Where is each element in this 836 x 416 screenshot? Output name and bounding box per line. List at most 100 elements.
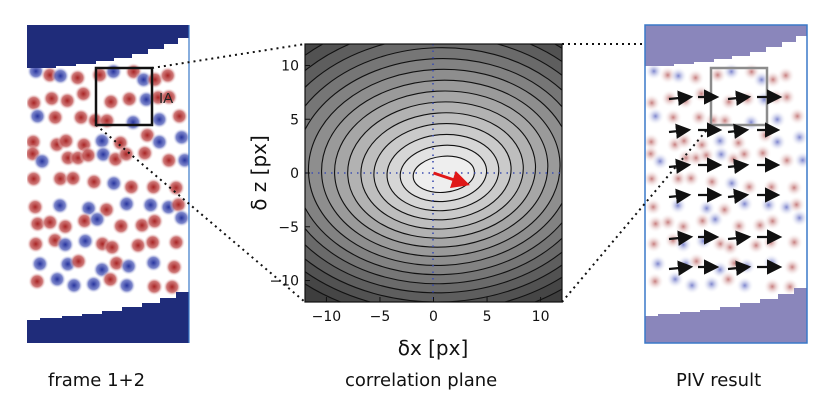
correlation-contours [305, 44, 562, 302]
velocity-vector [727, 90, 752, 106]
velocity-vector [727, 158, 750, 174]
velocity-vector [668, 123, 692, 139]
particle-blue [706, 210, 725, 229]
particle-red [27, 235, 45, 253]
particle-red [27, 198, 45, 216]
particle-blue [762, 253, 781, 272]
particle-red [719, 270, 738, 289]
particle-blue [666, 270, 685, 289]
particle-blue [141, 196, 160, 214]
x-axis-label: δx [px] [398, 336, 469, 360]
particle-red [103, 238, 122, 257]
x-tick-label: 0 [429, 309, 438, 325]
particle-red [785, 233, 804, 252]
interrogation-area-box [94, 66, 154, 127]
particle-blue [30, 254, 49, 273]
particle-red [51, 169, 70, 188]
frame-bottom-band [27, 292, 189, 343]
frame-caption: frame 1+2 [48, 370, 146, 391]
particle-red [645, 198, 663, 216]
particle-red [170, 107, 189, 126]
particle-blue [768, 133, 787, 151]
correlation-plane-plot: −10 −5 0 5 10 −10 −5 0 5 10 δx [px] δ z [px] [247, 43, 563, 360]
frame-panel: IA [27, 25, 190, 343]
particle-blue [648, 254, 667, 273]
particle-red [692, 84, 711, 103]
particle-red [763, 212, 782, 231]
velocity-vector [727, 230, 752, 246]
x-tick-label: −5 [370, 309, 391, 325]
particle-red [682, 169, 700, 188]
particle-red [676, 91, 695, 110]
particle-red [159, 151, 178, 170]
particle-blue [175, 151, 189, 170]
particle-red [165, 258, 184, 277]
particle-red [144, 178, 163, 197]
x-tick-label: −10 [312, 309, 342, 325]
velocity-vector [727, 260, 752, 276]
particle-blue [93, 131, 111, 150]
particle-red [58, 91, 77, 110]
particle-red [79, 146, 98, 165]
particle-red [762, 178, 781, 197]
velocity-vectors [668, 89, 783, 276]
particle-blue [790, 208, 807, 227]
particle-red [101, 92, 120, 111]
particle-red [72, 108, 90, 127]
particle-red [56, 217, 75, 236]
particle-red [143, 233, 162, 252]
particle-red [735, 145, 754, 164]
particle-red [777, 88, 796, 107]
particle-red [738, 90, 757, 108]
particle-red [747, 236, 766, 255]
particle-blue [124, 113, 143, 132]
particle-blue [172, 208, 189, 227]
correlation-caption: correlation plane [345, 370, 498, 391]
particle-red [776, 66, 795, 85]
particle-red [703, 172, 721, 191]
particle-red [719, 92, 738, 111]
displacement-peak-arrow [433, 170, 470, 189]
particle-red [664, 108, 683, 127]
particle-red [675, 131, 693, 150]
particle-red [167, 233, 186, 252]
y-tick-label: −5 [278, 220, 299, 236]
particle-red [85, 172, 103, 191]
particle-blue [50, 196, 69, 215]
particle-red [753, 144, 772, 163]
particle-red [120, 90, 139, 108]
connector-left-bottom [95, 124, 306, 303]
particle-red [129, 236, 148, 255]
piv-result-caption: PIV result [676, 370, 762, 391]
particle-blue [646, 107, 665, 126]
particle-red [64, 169, 82, 188]
particle-blue [150, 110, 169, 129]
velocity-vector [668, 188, 692, 204]
particle-blue [56, 235, 75, 254]
particle-blue [735, 194, 754, 213]
particle-red [645, 169, 661, 188]
velocity-vector [668, 260, 694, 276]
particle-blue [668, 196, 687, 215]
particle-red [112, 217, 130, 236]
particle-red [145, 212, 164, 231]
particle-red [777, 151, 796, 170]
plot-axes: −10 −5 0 5 10 −10 −5 0 5 10 [269, 59, 549, 326]
particle-blue [76, 232, 95, 250]
particle-blue [759, 196, 778, 214]
particle-blue [144, 253, 163, 272]
connector-left-top [151, 43, 306, 69]
x-tick-label: 5 [483, 309, 492, 325]
particle-red [42, 89, 61, 108]
velocity-vector [727, 188, 750, 204]
particle-blue [768, 110, 787, 129]
piv-result-bottom-band [645, 288, 807, 343]
particle-red [41, 213, 59, 232]
particle-red [783, 258, 802, 277]
particle-red [788, 107, 807, 126]
x-tick-label: 10 [532, 309, 550, 325]
piv-result-top-band [645, 25, 807, 66]
particle-blue [694, 232, 713, 250]
particle-blue [65, 276, 83, 295]
